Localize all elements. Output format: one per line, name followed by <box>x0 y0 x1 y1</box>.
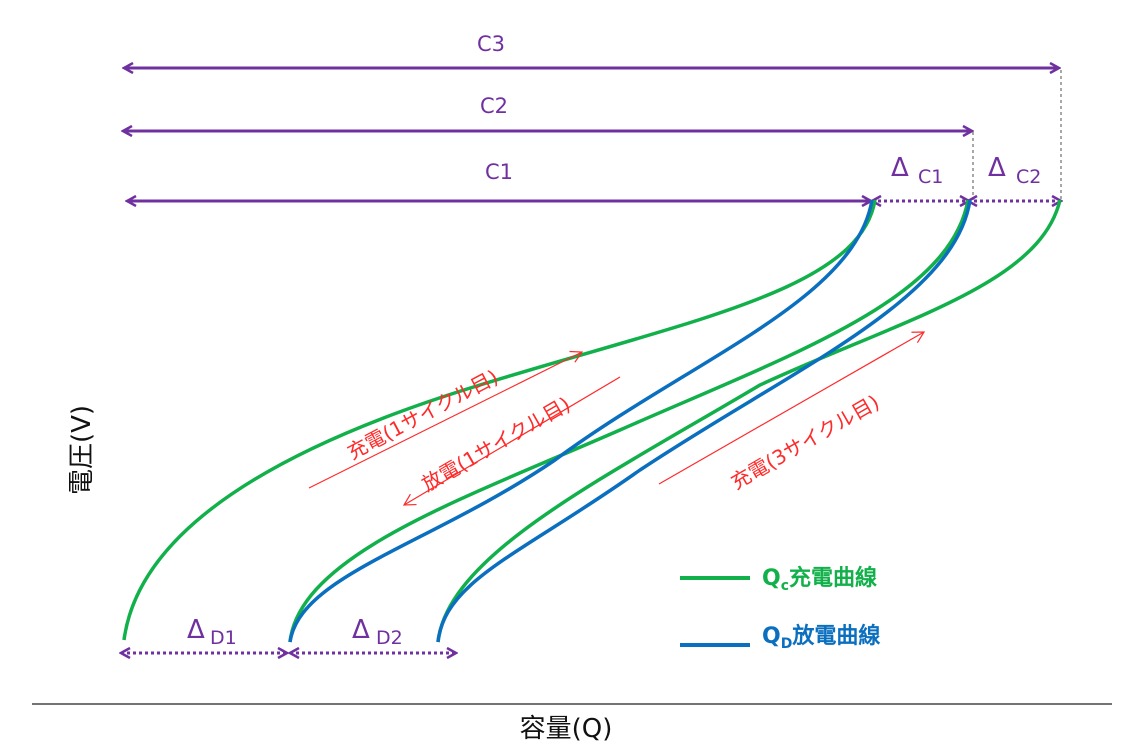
discharge-curve-cycle1 <box>288 199 874 643</box>
charge-curve-cycle3 <box>436 199 1062 643</box>
delta-c2-label: Δ C2 <box>988 153 1041 188</box>
legend-charge-label: Qc充電曲線 <box>762 565 877 594</box>
y-axis-label: 電圧(V) <box>67 405 97 495</box>
svg-text:Δ: Δ <box>988 153 1006 183</box>
svg-text:D1: D1 <box>210 627 237 649</box>
svg-text:D2: D2 <box>376 627 403 649</box>
svg-text:Δ: Δ <box>352 615 370 645</box>
svg-text:C2: C2 <box>1016 166 1041 188</box>
charge3-direction-arrow <box>658 331 926 485</box>
svg-text:C1: C1 <box>918 166 943 188</box>
charge3-annotation: 充電(3サイクル目) <box>727 390 884 494</box>
charge-curve-cycle2 <box>288 199 970 643</box>
discharge1-direction-arrow <box>402 376 621 506</box>
charge-curve-cycle1 <box>122 199 877 641</box>
legend: Qc充電曲線 QD放電曲線 <box>680 565 880 652</box>
c2-label: C2 <box>480 94 508 118</box>
delta-d2-label: Δ D2 <box>352 615 403 649</box>
legend-discharge-label: QD放電曲線 <box>762 623 880 652</box>
charge1-direction-arrow <box>308 350 584 489</box>
delta-d1-label: Δ D1 <box>187 615 237 649</box>
discharge-curve-cycle2 <box>436 199 972 643</box>
svg-text:Δ: Δ <box>891 153 909 183</box>
svg-text:Δ: Δ <box>187 615 205 645</box>
c3-label: C3 <box>477 32 505 56</box>
x-axis-label: 容量(Q) <box>520 714 613 744</box>
delta-c1-label: Δ C1 <box>891 153 943 188</box>
c1-label: C1 <box>485 160 513 184</box>
